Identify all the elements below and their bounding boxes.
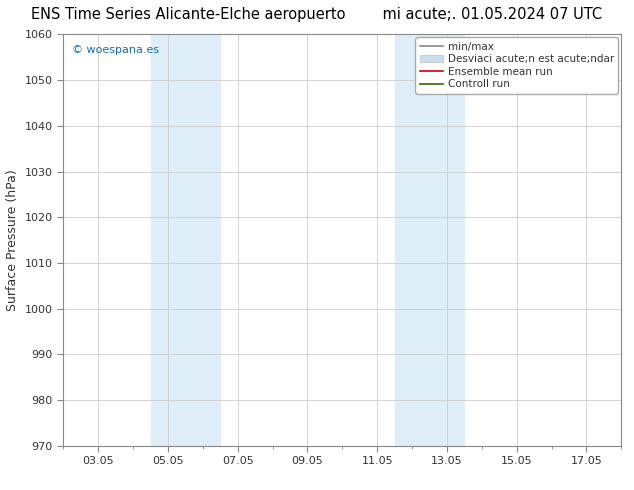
Text: ENS Time Series Alicante-Elche aeropuerto        mi acute;. 01.05.2024 07 UTC: ENS Time Series Alicante-Elche aeropuert… bbox=[32, 7, 602, 23]
Bar bbox=[394, 34, 464, 446]
Y-axis label: Surface Pressure (hPa): Surface Pressure (hPa) bbox=[6, 169, 19, 311]
Bar bbox=[150, 34, 221, 446]
Text: © woespana.es: © woespana.es bbox=[72, 45, 159, 54]
Legend: min/max, Desviaci acute;n est acute;ndar, Ensemble mean run, Controll run: min/max, Desviaci acute;n est acute;ndar… bbox=[415, 37, 618, 94]
